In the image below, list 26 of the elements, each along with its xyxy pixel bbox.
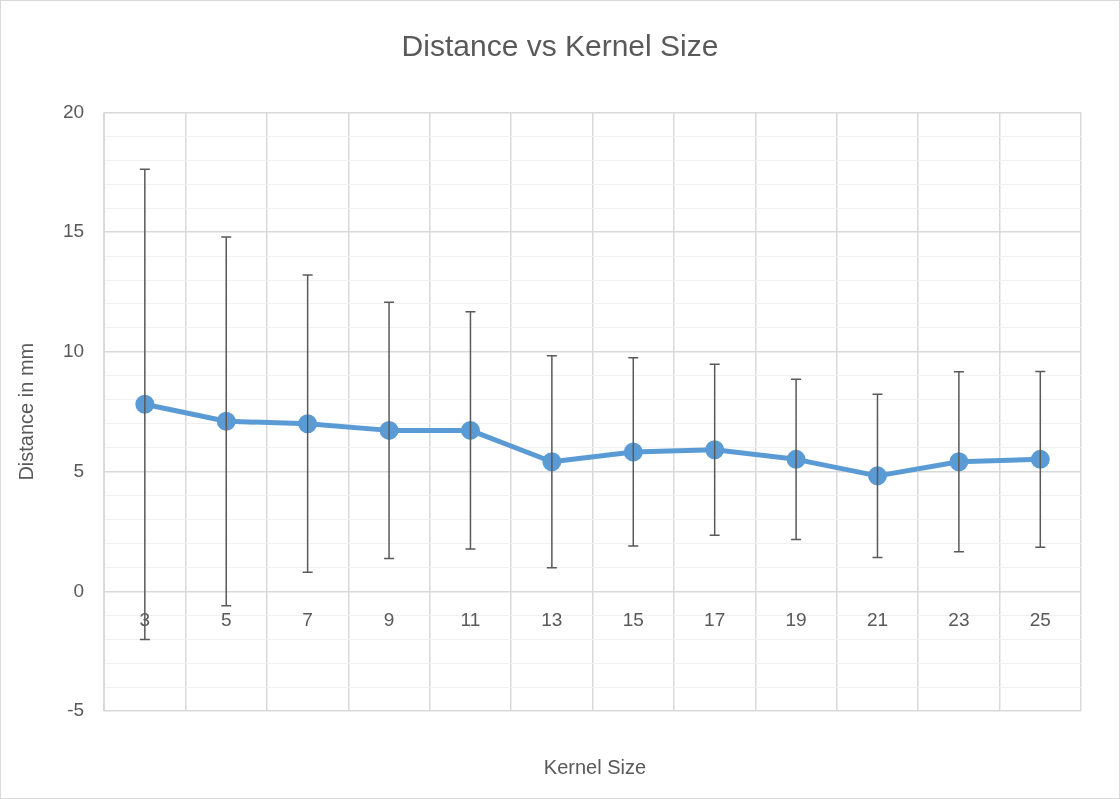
point: [705, 440, 725, 460]
point: [460, 420, 480, 440]
y-tick-label: 0: [73, 579, 85, 601]
y-tick-label: 10: [62, 340, 85, 362]
chart-title: Distance vs Kernel Size: [400, 29, 720, 63]
y-tick-label: 5: [73, 459, 85, 481]
x-tick-label: 15: [622, 608, 644, 630]
x-tick-label: 21: [866, 608, 889, 630]
y-axis-title: Distance in mm: [14, 342, 37, 481]
y-tick-label: 20: [62, 100, 85, 122]
y-tick-label: -5: [67, 699, 85, 721]
x-tick-label: 25: [1029, 608, 1051, 630]
point: [623, 442, 643, 462]
x-tick-label: 13: [541, 608, 563, 630]
point: [867, 466, 887, 486]
point: [298, 414, 318, 434]
x-tick-label: 7: [302, 608, 313, 630]
x-tick-label: 23: [948, 608, 970, 630]
x-tick-label: 17: [704, 608, 726, 630]
x-axis-title: Kernel Size: [542, 756, 648, 779]
x-tick-label: 9: [383, 608, 395, 630]
y-tick-label: 15: [62, 220, 85, 242]
x-tick-label: 5: [220, 608, 232, 630]
x-tick-label: 19: [785, 608, 807, 630]
x-tick-label: 11: [460, 608, 481, 630]
point: [1030, 449, 1050, 469]
